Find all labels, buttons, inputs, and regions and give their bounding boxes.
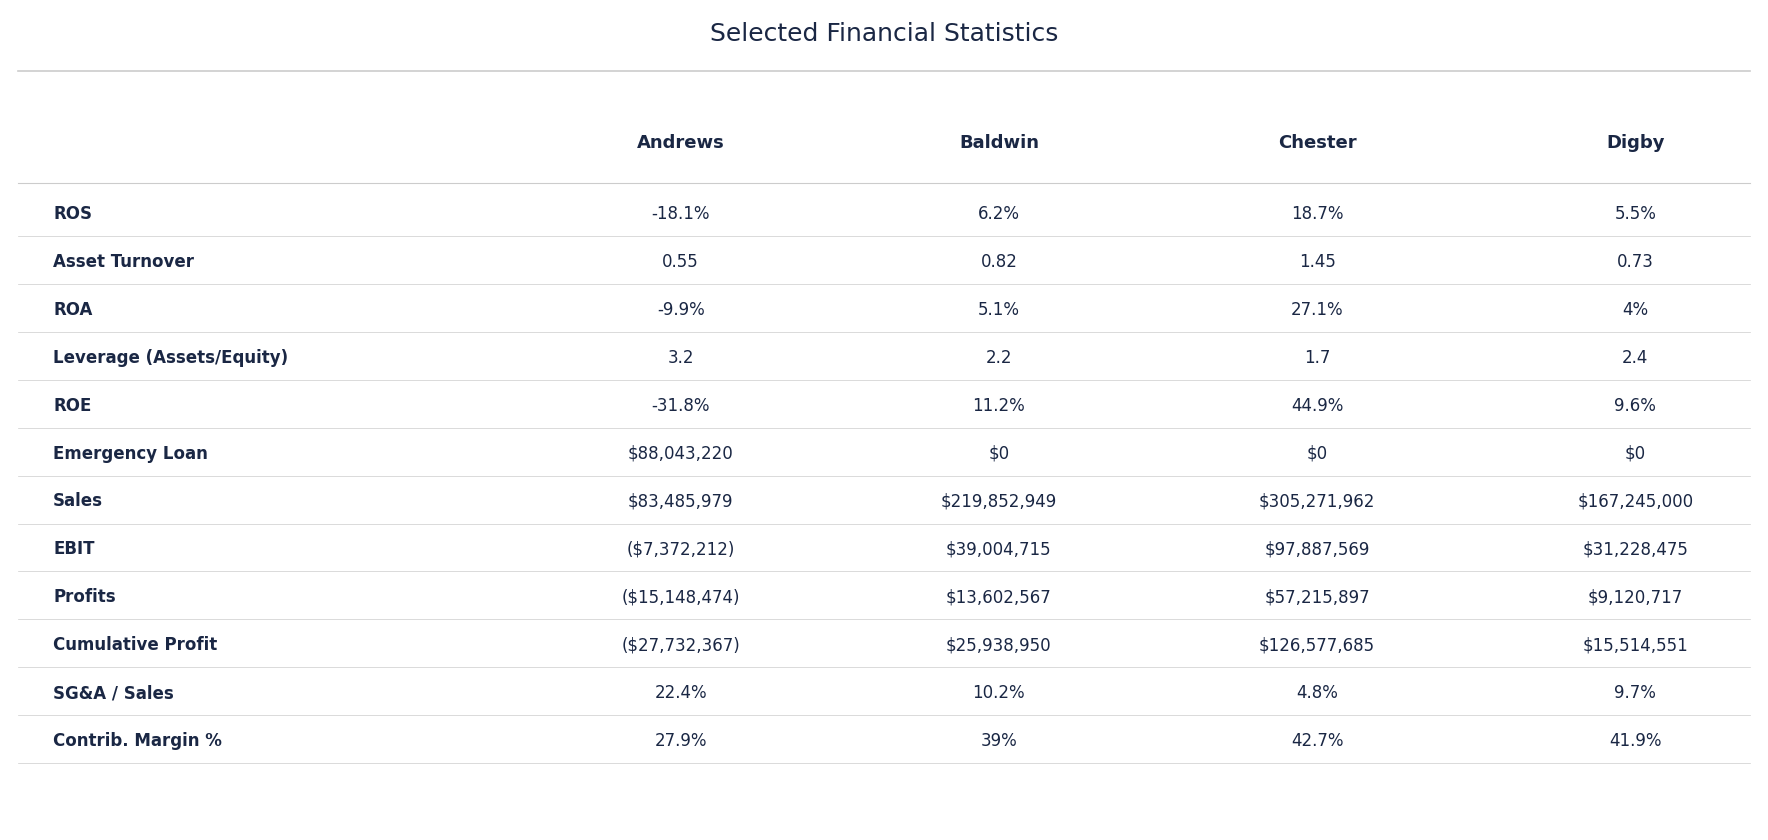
Text: SG&A / Sales: SG&A / Sales [53, 684, 173, 702]
Text: 11.2%: 11.2% [972, 396, 1025, 415]
Text: 5.1%: 5.1% [978, 301, 1020, 319]
Text: ROE: ROE [53, 396, 92, 415]
Text: 4%: 4% [1623, 301, 1648, 319]
Text: Selected Financial Statistics: Selected Financial Statistics [709, 22, 1059, 45]
Text: $25,938,950: $25,938,950 [946, 636, 1052, 654]
Text: $9,120,717: $9,120,717 [1588, 588, 1683, 606]
Text: 39%: 39% [981, 732, 1017, 750]
Text: ROA: ROA [53, 301, 92, 319]
Text: $39,004,715: $39,004,715 [946, 540, 1052, 559]
Text: $57,215,897: $57,215,897 [1264, 588, 1370, 606]
Text: 27.1%: 27.1% [1291, 301, 1344, 319]
Text: 44.9%: 44.9% [1291, 396, 1344, 415]
Text: Asset Turnover: Asset Turnover [53, 253, 194, 271]
Text: 1.7: 1.7 [1305, 349, 1330, 367]
Text: 18.7%: 18.7% [1291, 205, 1344, 223]
Text: 41.9%: 41.9% [1609, 732, 1662, 750]
Text: $0: $0 [1625, 444, 1646, 463]
Text: Contrib. Margin %: Contrib. Margin % [53, 732, 223, 750]
Text: ($27,732,367): ($27,732,367) [621, 636, 741, 654]
Text: $13,602,567: $13,602,567 [946, 588, 1052, 606]
Text: Andrews: Andrews [636, 134, 725, 152]
Text: $219,852,949: $219,852,949 [941, 492, 1057, 511]
Text: Leverage (Assets/Equity): Leverage (Assets/Equity) [53, 349, 288, 367]
Text: Cumulative Profit: Cumulative Profit [53, 636, 217, 654]
Text: Chester: Chester [1278, 134, 1356, 152]
Text: EBIT: EBIT [53, 540, 94, 559]
Text: $167,245,000: $167,245,000 [1577, 492, 1694, 511]
Text: 1.45: 1.45 [1299, 253, 1335, 271]
Text: 9.6%: 9.6% [1614, 396, 1657, 415]
Text: ($15,148,474): ($15,148,474) [621, 588, 741, 606]
Text: $0: $0 [1307, 444, 1328, 463]
Text: 6.2%: 6.2% [978, 205, 1020, 223]
Text: $15,514,551: $15,514,551 [1582, 636, 1688, 654]
Text: 22.4%: 22.4% [654, 684, 707, 702]
Text: -31.8%: -31.8% [651, 396, 711, 415]
Text: 9.7%: 9.7% [1614, 684, 1657, 702]
Text: 10.2%: 10.2% [972, 684, 1025, 702]
Text: $97,887,569: $97,887,569 [1264, 540, 1370, 559]
Text: 3.2: 3.2 [668, 349, 693, 367]
Text: 2.4: 2.4 [1623, 349, 1648, 367]
Text: Digby: Digby [1605, 134, 1665, 152]
Text: $88,043,220: $88,043,220 [628, 444, 734, 463]
Text: $31,228,475: $31,228,475 [1582, 540, 1688, 559]
Text: -18.1%: -18.1% [651, 205, 711, 223]
Text: ($7,372,212): ($7,372,212) [626, 540, 735, 559]
Text: -9.9%: -9.9% [656, 301, 705, 319]
Text: 2.2: 2.2 [987, 349, 1011, 367]
Text: $0: $0 [988, 444, 1010, 463]
Text: $83,485,979: $83,485,979 [628, 492, 734, 511]
Text: 0.73: 0.73 [1618, 253, 1653, 271]
Text: Profits: Profits [53, 588, 115, 606]
Text: Baldwin: Baldwin [958, 134, 1040, 152]
Text: 0.55: 0.55 [663, 253, 698, 271]
Text: Emergency Loan: Emergency Loan [53, 444, 209, 463]
Text: 0.82: 0.82 [981, 253, 1017, 271]
Text: Sales: Sales [53, 492, 103, 511]
Text: $126,577,685: $126,577,685 [1259, 636, 1376, 654]
Text: 27.9%: 27.9% [654, 732, 707, 750]
Text: ROS: ROS [53, 205, 92, 223]
Text: 4.8%: 4.8% [1296, 684, 1338, 702]
Text: $305,271,962: $305,271,962 [1259, 492, 1376, 511]
Text: 42.7%: 42.7% [1291, 732, 1344, 750]
Text: 5.5%: 5.5% [1614, 205, 1657, 223]
